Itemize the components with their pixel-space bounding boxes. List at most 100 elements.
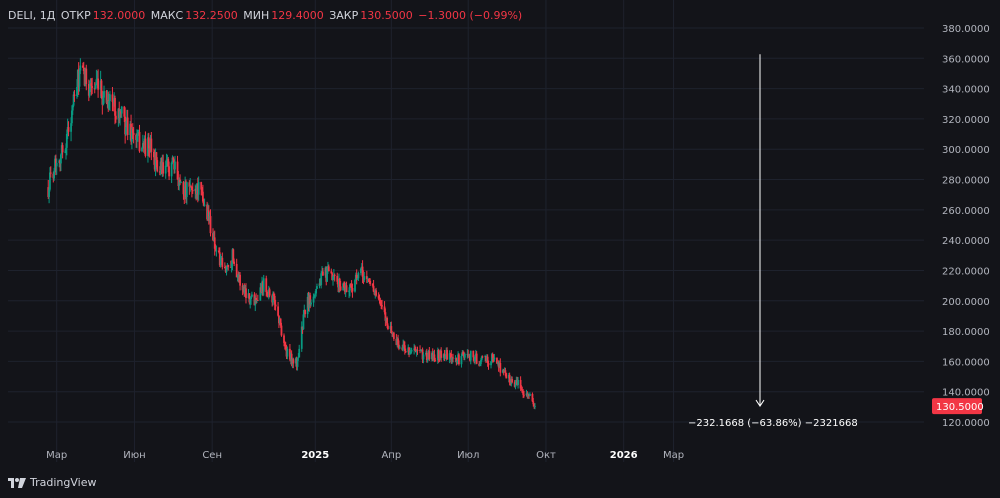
candle-body	[266, 292, 269, 295]
candle-body	[499, 362, 502, 373]
candle-body	[375, 290, 378, 296]
candle-body	[179, 179, 181, 183]
candle-body	[182, 182, 185, 195]
candle-body	[105, 90, 108, 103]
candle-body	[297, 357, 300, 359]
candle-body	[221, 257, 224, 268]
tradingview-logo[interactable]: TradingView	[8, 476, 96, 489]
candle-body	[232, 249, 235, 262]
price-tick-label: 120.0000	[942, 418, 990, 429]
candle-body	[410, 349, 413, 352]
candle-body	[309, 295, 312, 305]
time-tick-label: Мар	[46, 450, 67, 461]
candle-body	[197, 182, 200, 195]
candle-body	[136, 134, 139, 136]
candle-body	[78, 70, 81, 87]
candle-body	[475, 353, 478, 364]
candle-body	[403, 345, 406, 351]
candle-body	[416, 349, 419, 351]
candle-body	[108, 101, 110, 109]
candle-body	[490, 361, 492, 366]
candle-body	[273, 295, 276, 305]
candle-body	[201, 191, 204, 202]
candle-body	[533, 404, 536, 407]
candle-body	[462, 352, 465, 355]
candle-body	[81, 65, 84, 68]
candle-body	[85, 68, 88, 85]
candle-body	[213, 237, 216, 249]
candle-body	[348, 290, 350, 293]
candle-body	[126, 117, 129, 136]
candle-body	[141, 147, 143, 152]
candle-body	[446, 350, 448, 360]
candle-body	[94, 84, 97, 90]
candle-body	[212, 233, 214, 241]
candle-body	[254, 297, 257, 306]
measure-label: −232.1668 (−63.86%) −2321668	[688, 418, 858, 429]
candle-body	[168, 166, 170, 177]
candle-body	[138, 131, 141, 152]
candle-body	[215, 250, 218, 252]
candle-body	[365, 276, 368, 280]
candle-body	[100, 80, 103, 97]
measure-tool[interactable]: −232.1668 (−63.86%) −2321668	[688, 54, 858, 429]
candle-body	[504, 370, 507, 374]
candle-body	[377, 295, 380, 299]
candle-body	[265, 278, 268, 293]
candle-body	[185, 182, 188, 198]
candle-body	[487, 363, 490, 366]
candle-body	[428, 351, 431, 360]
candle-body	[343, 283, 345, 288]
candle-body	[392, 332, 395, 339]
candle-body	[225, 267, 228, 272]
candle-body	[141, 143, 144, 148]
candle-body	[170, 162, 173, 177]
candle-body	[383, 306, 386, 313]
candle-body	[209, 216, 212, 234]
price-axis[interactable]: 380.0000 360.0000 340.0000 320.0000 300.0000…	[932, 24, 990, 429]
candle-body	[398, 347, 401, 349]
candle-body	[283, 335, 285, 343]
price-tick-label: 220.0000	[942, 266, 990, 277]
candle-body	[259, 287, 262, 301]
candle-body	[522, 392, 525, 395]
candle-body	[114, 97, 116, 116]
candle-body	[249, 299, 252, 303]
candle-body	[433, 354, 436, 361]
candle-body	[369, 280, 372, 284]
candle-body	[245, 288, 247, 299]
candle-body	[421, 349, 424, 360]
candle-body	[517, 379, 519, 386]
price-tick-label: 320.0000	[942, 115, 990, 126]
candle-body	[455, 358, 458, 362]
candle-body	[449, 353, 452, 355]
open-label: ОТКР	[60, 9, 91, 22]
candle-body	[218, 250, 220, 253]
candle-body	[367, 278, 370, 280]
candle-body	[493, 357, 496, 360]
candlestick-series	[47, 58, 536, 410]
high-label: МАКС	[150, 9, 184, 22]
candle-body	[520, 388, 523, 390]
symbol-ticker[interactable]: DELI, 1Д	[8, 9, 56, 22]
candle-body	[444, 356, 447, 358]
candle-body	[219, 258, 222, 266]
candle-body	[165, 159, 168, 166]
time-tick-label: Июн	[123, 450, 145, 461]
candle-body	[235, 263, 238, 278]
candle-body	[355, 274, 358, 279]
candle-body	[223, 267, 226, 269]
brand-name: TradingView	[30, 476, 97, 489]
candle-body	[124, 116, 127, 135]
candle-body	[384, 312, 387, 321]
candle-body	[437, 350, 440, 359]
candle-body	[472, 350, 475, 358]
time-axis[interactable]: Мар Июн Сен 2025 Апр Июл Окт 2026 Мар	[46, 450, 684, 461]
candle-body	[379, 299, 382, 305]
open-value: 132.0000	[92, 9, 146, 22]
candle-body	[250, 296, 252, 300]
price-tick-label: 200.0000	[942, 297, 990, 308]
candle-body	[397, 338, 399, 345]
